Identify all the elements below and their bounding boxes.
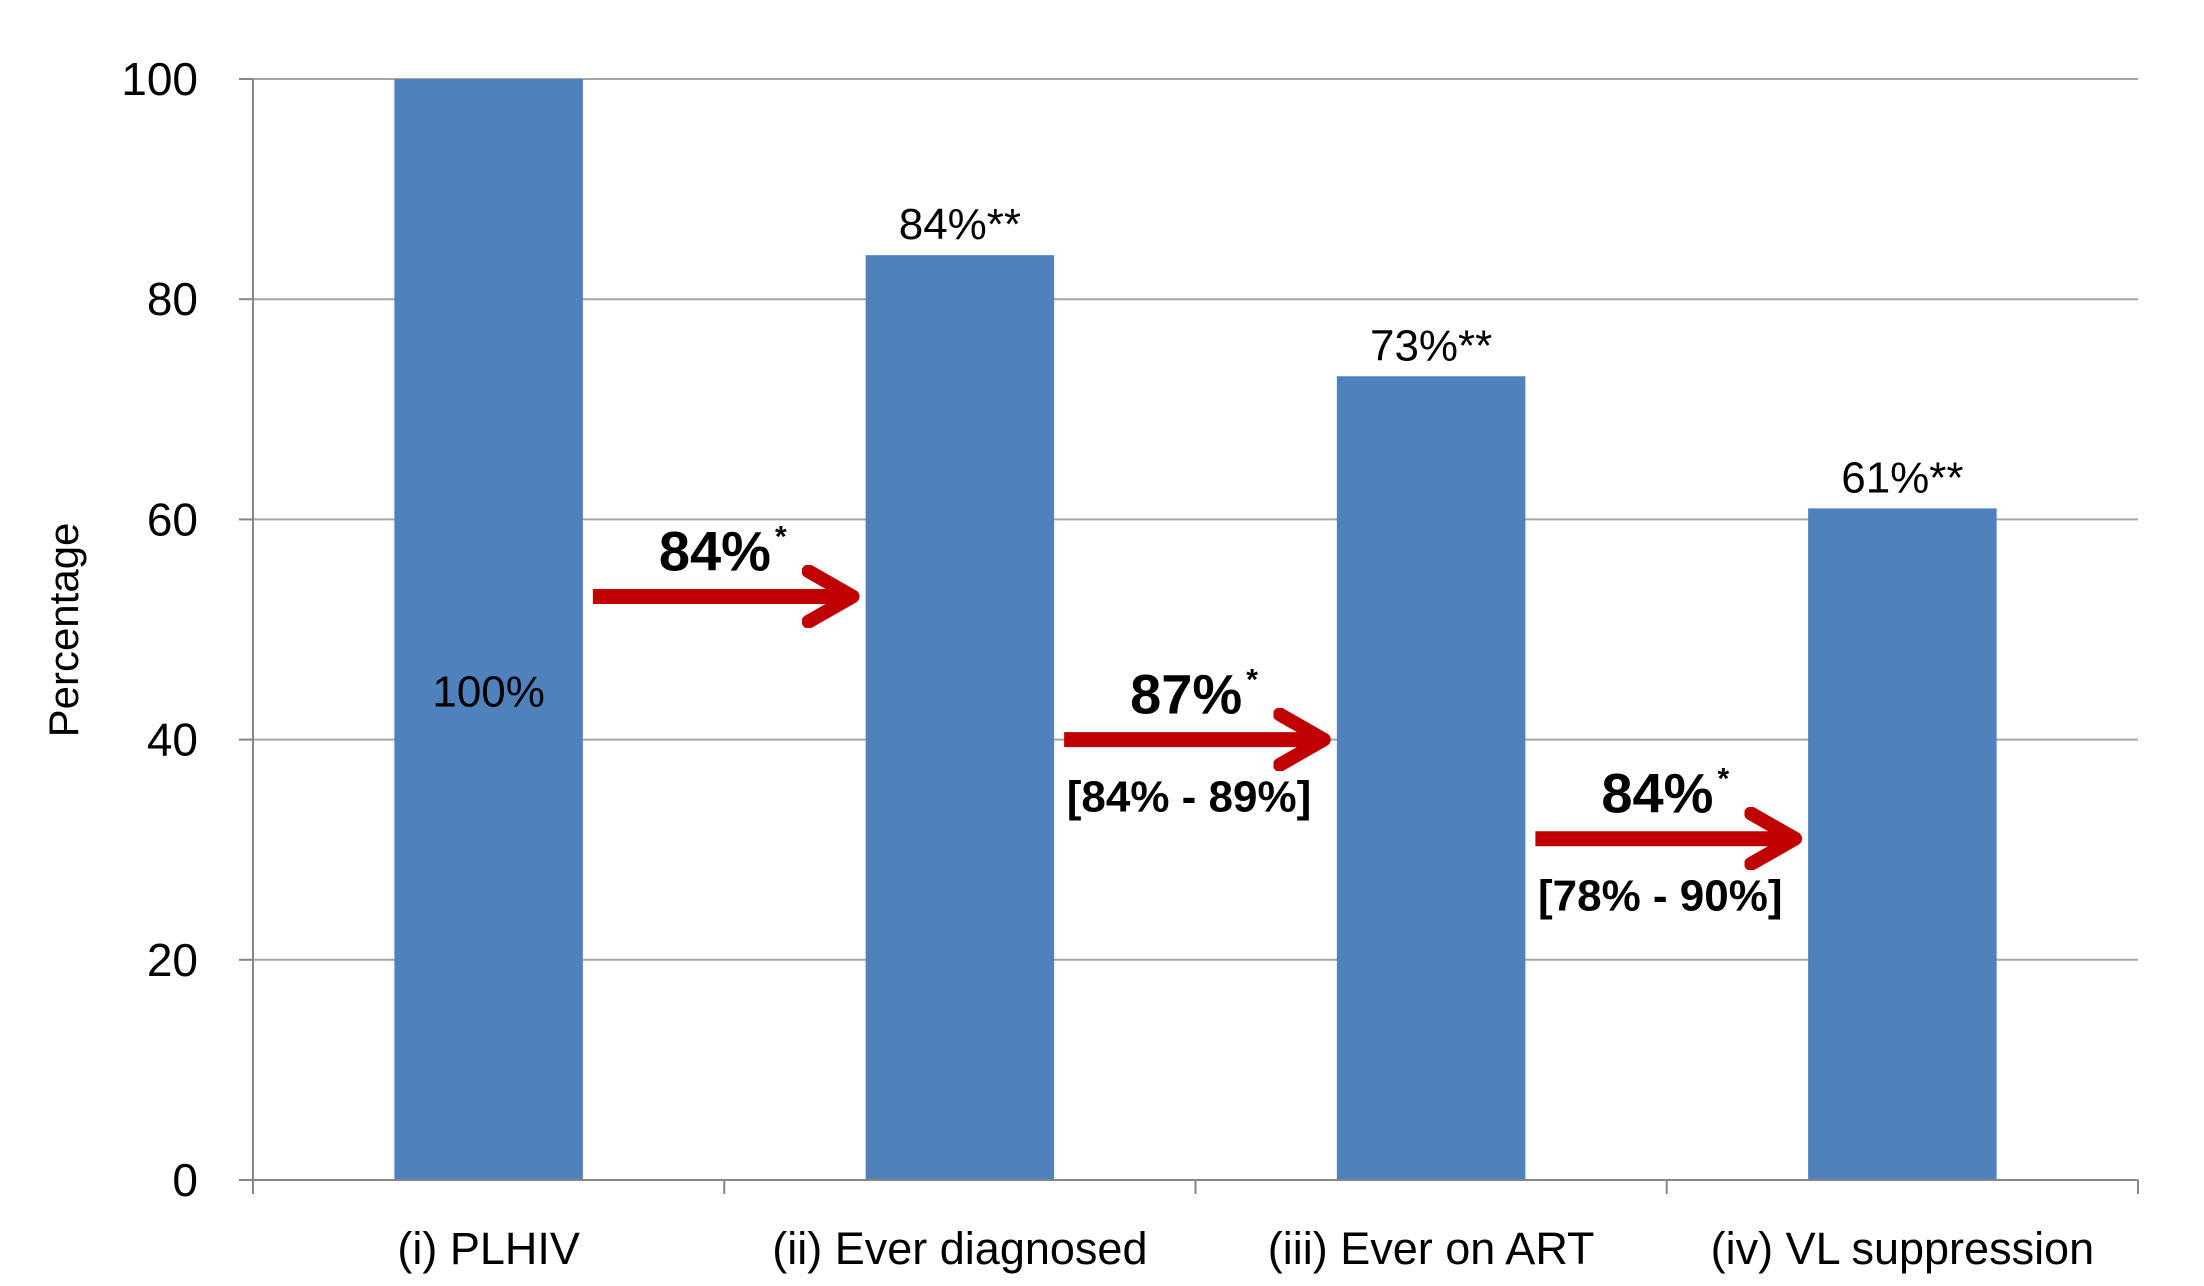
x-category-label: (iv) VL suppression (1711, 1223, 2095, 1274)
bar (1808, 508, 1997, 1180)
data-label: 84%** (899, 200, 1021, 249)
value-labels: 100% 84%** 73%** 61%** (432, 200, 1963, 716)
x-category-label: (i) PLHIV (397, 1223, 580, 1274)
conversion-label: 84% * (1601, 762, 1729, 825)
conversion-label: 87% * (1130, 663, 1258, 726)
y-axis-label: Percentage (40, 523, 87, 738)
y-tick-label: 60 (147, 493, 198, 545)
conversion-label: 84% * (659, 519, 787, 582)
conversion-ci-label: [78% - 90%] (1538, 872, 1783, 921)
bars (394, 79, 1997, 1180)
y-tick-label: 100 (121, 53, 198, 105)
bar (865, 255, 1055, 1180)
y-tick-labels: 0 20 40 60 80 100 (121, 53, 198, 1206)
x-category-labels: (i) PLHIV (ii) Ever diagnosed (iii) Ever o… (397, 1223, 2094, 1274)
x-category-label: (iii) Ever on ART (1268, 1223, 1595, 1274)
y-tick-label: 20 (147, 934, 198, 986)
y-tick-label: 80 (147, 273, 198, 325)
x-category-label: (ii) Ever diagnosed (772, 1223, 1147, 1274)
y-tick-label: 40 (147, 714, 198, 766)
conversion-ci-label: [84% - 89%] (1067, 773, 1312, 822)
bar (1336, 376, 1526, 1180)
data-label: 73%** (1370, 321, 1492, 370)
data-label: 100% (432, 668, 545, 717)
y-tick-label: 0 (172, 1154, 198, 1206)
data-label: 61%** (1841, 453, 1963, 502)
axes (239, 78, 2139, 1194)
conversion-arrows: 84% * 87% * [84% - 89%] 84% * [78% - 90%] (592, 519, 1795, 921)
bar (394, 79, 583, 1180)
